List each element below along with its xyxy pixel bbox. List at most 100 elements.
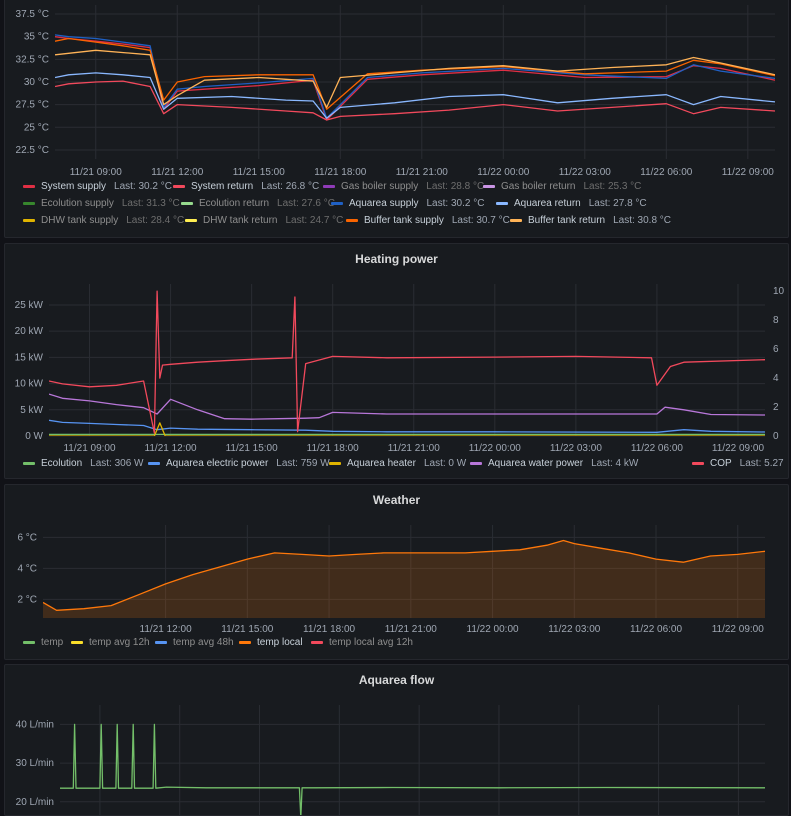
series-line-buffer-tank-return (55, 49, 775, 109)
legend-label: COP (710, 458, 732, 469)
y-tick-label: 5 kW (20, 405, 43, 416)
legend-last-value: Last: 30.7 °C (451, 215, 510, 226)
x-tick-label: 11/22 06:00 (631, 443, 684, 454)
legend-label: temp local (257, 637, 303, 648)
series-swatch (23, 202, 35, 205)
x-tick-label: 11/21 21:00 (396, 167, 449, 178)
legend-item-temp-local[interactable]: temp local (239, 637, 303, 648)
y-tick-label: 40 L/min (16, 719, 54, 730)
legend-item-ecolution-return[interactable]: Ecolution return Last: 27.6 °C (181, 198, 335, 209)
y2-tick-label: 4 (773, 373, 779, 384)
legend-last-value: Last: 31.3 °C (121, 198, 180, 209)
legend-item-buffer-tank-supply[interactable]: Buffer tank supply Last: 30.7 °C (346, 215, 510, 226)
y-tick-label: 20 L/min (16, 797, 54, 808)
x-tick-label: 11/22 00:00 (467, 624, 520, 635)
legend-label: System supply (41, 181, 107, 192)
y-tick-label: 25 °C (24, 122, 49, 133)
legend-item-ecolution-supply[interactable]: Ecolution supply Last: 31.3 °C (23, 198, 180, 209)
x-tick-label: 11/22 00:00 (477, 167, 530, 178)
series-swatch (329, 462, 341, 465)
x-tick-label: 11/21 21:00 (388, 443, 441, 454)
legend-item-temp-avg-12h[interactable]: temp avg 12h (71, 637, 150, 648)
legend-label: Aquarea water power (488, 458, 584, 469)
legend-item-temp-avg-48h[interactable]: temp avg 48h (155, 637, 234, 648)
legend-label: Aquarea heater (347, 458, 416, 469)
panel-aquarea-flow: Aquarea flow 40 L/min 30 L/min 20 L/min (4, 664, 789, 816)
legend-last-value: Last: 27.6 °C (277, 198, 335, 209)
legend-last-value: Last: 28.8 °C (426, 181, 485, 192)
legend-item-gas-boiler-return[interactable]: Gas boiler return Last: 25.3 °C (483, 181, 641, 192)
heating-power-legend: Ecolution Last: 306 W Aquarea electric po… (23, 458, 784, 474)
y-tick-label: 6 °C (17, 532, 37, 543)
y-tick-label: 10 kW (15, 379, 44, 390)
legend-label: Aquarea return (514, 198, 581, 209)
legend-item-aquarea-electric-power[interactable]: Aquarea electric power Last: 759 W (148, 458, 330, 469)
series-swatch (181, 202, 193, 205)
y2-tick-label: 8 (773, 315, 779, 326)
x-tick-label: 11/22 03:00 (548, 624, 601, 635)
legend-item-ecolution[interactable]: Ecolution Last: 306 W (23, 458, 144, 469)
legend-label: Gas boiler return (501, 181, 576, 192)
aquarea-flow-chart: 40 L/min 30 L/min 20 L/min (16, 705, 765, 815)
series-swatch (23, 219, 35, 222)
x-tick-label: 11/21 12:00 (140, 624, 193, 635)
y-tick-label: 35 °C (24, 32, 49, 43)
x-tick-label: 11/21 15:00 (221, 624, 274, 635)
legend-item-dhw-tank-return[interactable]: DHW tank return Last: 24.7 °C (185, 215, 343, 226)
legend-item-gas-boiler-supply[interactable]: Gas boiler supply Last: 28.8 °C (323, 181, 484, 192)
series-group (49, 290, 765, 436)
series-line-aquarea-heater (49, 422, 765, 436)
legend-last-value: Last: 24.7 °C (285, 215, 344, 226)
legend-item-dhw-tank-supply[interactable]: DHW tank supply Last: 28.4 °C (23, 215, 184, 226)
x-tick-label: 11/21 09:00 (70, 167, 123, 178)
x-tick-label: 11/22 06:00 (640, 167, 693, 178)
legend-label: Buffer tank return (528, 215, 606, 226)
y-tick-label: 22.5 °C (16, 145, 49, 156)
legend-item-temp[interactable]: temp (23, 637, 63, 648)
series-line-aquarea-electric-power (49, 419, 765, 433)
x-tick-label: 11/21 18:00 (314, 167, 367, 178)
legend-item-buffer-tank-return[interactable]: Buffer tank return Last: 30.8 °C (510, 215, 671, 226)
temperature-legend: System supply Last: 30.2 °C System return… (23, 181, 780, 231)
series-line-aquarea-supply (55, 34, 775, 119)
series-group (43, 539, 765, 618)
legend-item-temp-local-avg-12h[interactable]: temp local avg 12h (311, 637, 413, 648)
legend-label: System return (191, 181, 254, 192)
x-tick-label: 11/22 00:00 (469, 443, 522, 454)
x-tick-label: 11/22 09:00 (712, 624, 765, 635)
series-swatch (483, 185, 495, 188)
panel-temperatures: 37.5 °C 35 °C 32.5 °C 30 °C 27.5 °C 25 °C 22.5… (4, 0, 789, 238)
y-tick-label: 2 °C (17, 594, 37, 605)
legend-label: DHW tank supply (41, 215, 119, 226)
series-swatch (155, 641, 167, 644)
legend-item-aquarea-supply[interactable]: Aquarea supply Last: 30.2 °C (331, 198, 484, 209)
y-tick-label: 30 °C (24, 77, 49, 88)
legend-label: temp avg 12h (89, 637, 150, 648)
legend-last-value: Last: 5.27 (739, 458, 784, 469)
x-tick-label: 11/21 12:00 (151, 167, 204, 178)
x-tick-label: 11/21 18:00 (307, 443, 360, 454)
series-swatch (346, 219, 358, 222)
y-tick-label: 30 L/min (16, 758, 54, 769)
series-swatch (23, 185, 35, 188)
weather-chart: 6 °C 4 °C 2 °C 11/21 12:00 11/21 15:00 11/21 … (17, 525, 765, 635)
legend-item-aquarea-water-power[interactable]: Aquarea water power Last: 4 kW (470, 458, 638, 469)
legend-last-value: Last: 30.2 °C (114, 181, 172, 192)
legend-last-value: Last: 28.4 °C (126, 215, 185, 226)
series-swatch (185, 219, 197, 222)
y2-tick-label: 0 (773, 431, 779, 442)
legend-item-cop[interactable]: COP Last: 5.27 (692, 458, 784, 469)
x-tick-label: 11/22 03:00 (550, 443, 603, 454)
y-tick-label: 4 °C (17, 563, 37, 574)
legend-item-system-return[interactable]: System return Last: 26.8 °C (173, 181, 319, 192)
y-tick-label: 25 kW (15, 300, 44, 311)
legend-last-value: Last: 30.8 °C (613, 215, 672, 226)
legend-item-aquarea-heater[interactable]: Aquarea heater Last: 0 W (329, 458, 466, 469)
series-line-temp-local (43, 539, 765, 611)
legend-last-value: Last: 0 W (423, 458, 467, 469)
legend-item-system-supply[interactable]: System supply Last: 30.2 °C (23, 181, 172, 192)
series-line-aquarea-water-power (49, 393, 765, 420)
series-line-cop (49, 290, 765, 434)
temperature-chart: 37.5 °C 35 °C 32.5 °C 30 °C 27.5 °C 25 °C 22.5… (16, 5, 775, 178)
legend-item-aquarea-return[interactable]: Aquarea return Last: 27.8 °C (496, 198, 647, 209)
